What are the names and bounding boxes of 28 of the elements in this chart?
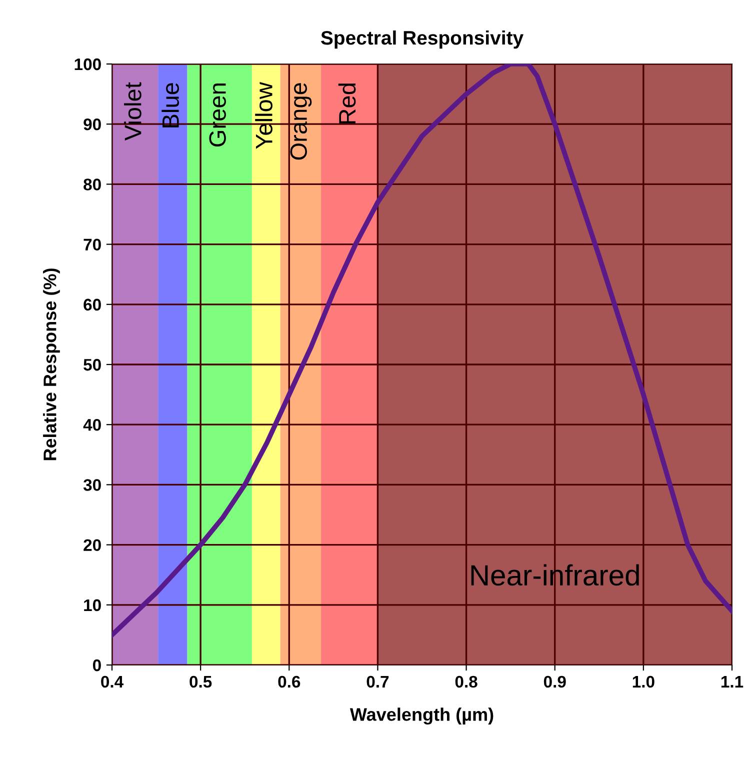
x-tick-label: 1.0	[632, 676, 654, 688]
band-label: Blue	[162, 83, 180, 128]
y-tick-label: 70	[84, 238, 101, 251]
y-tick-label: 60	[84, 298, 101, 311]
y-axis-title: Relative Response (%)	[43, 268, 60, 460]
y-tick-label: 100	[74, 58, 101, 70]
x-tick-label: 0.5	[190, 676, 212, 688]
x-tick-label: 1.1	[721, 676, 744, 688]
band-label: Green	[209, 84, 226, 146]
x-tick-label: 0.6	[278, 676, 300, 688]
y-tick-label: 90	[84, 118, 101, 130]
x-tick-label: 0.9	[544, 676, 566, 688]
y-tick-label: 10	[84, 599, 101, 612]
x-tick-label: 0.4	[101, 676, 124, 688]
y-tick-label: 30	[83, 479, 101, 491]
x-tick-label: 0.8	[455, 676, 478, 688]
band-label: Orange	[290, 83, 312, 160]
x-axis-title: Wavelength (µm)	[350, 708, 494, 725]
band-label: Yellow	[255, 82, 272, 149]
y-tick-label: 80	[84, 178, 101, 190]
y-tick-label: 0	[92, 659, 101, 672]
y-tick-label: 20	[84, 539, 101, 552]
band-label: Violet	[124, 82, 142, 141]
y-tick-label: 50	[84, 358, 101, 371]
band-label: Red	[338, 84, 356, 124]
chart-title: Spectral Responsivity	[320, 30, 524, 49]
y-tick-label: 40	[83, 419, 101, 431]
x-tick-label: 0.7	[366, 676, 389, 688]
